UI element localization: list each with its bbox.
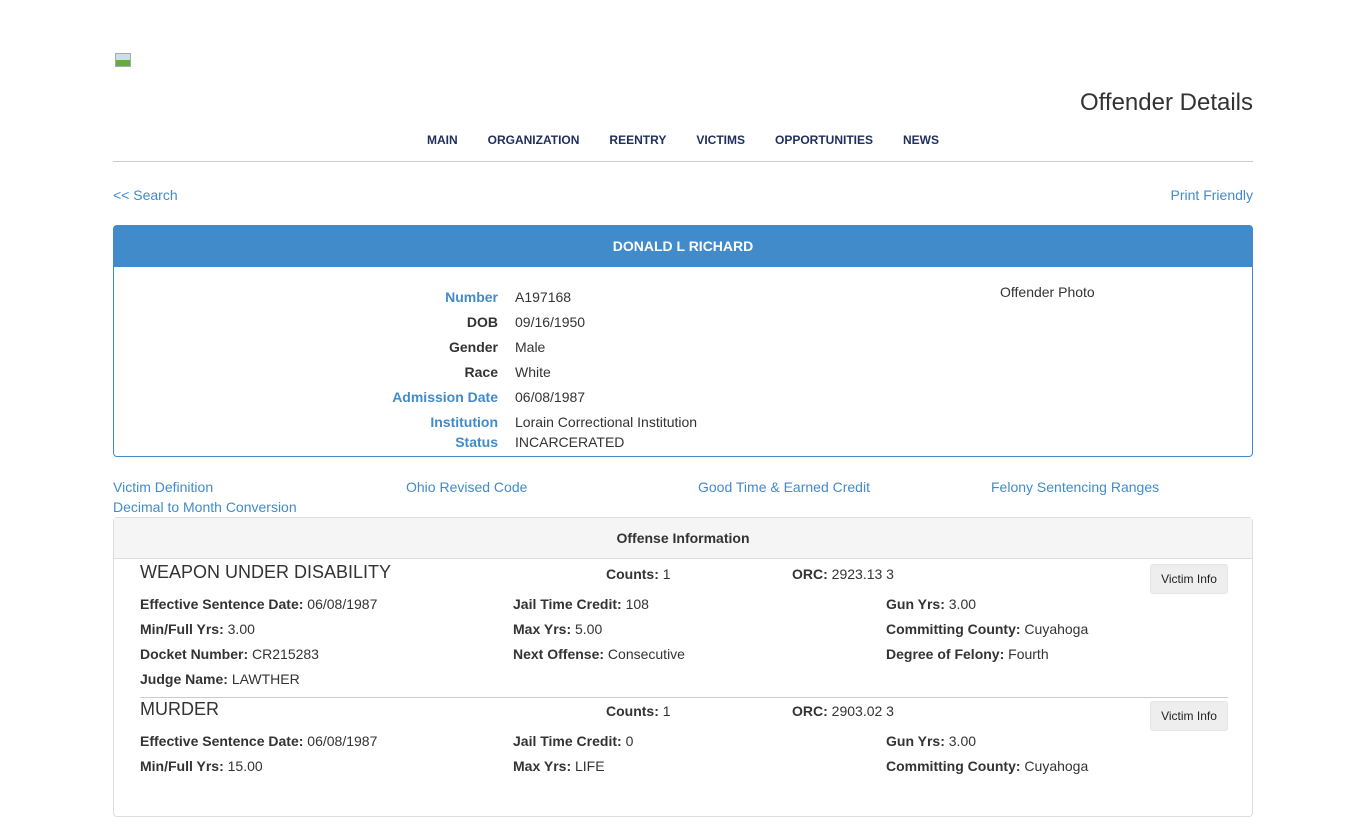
offense-county: Committing County: Cuyahoga: [886, 621, 1089, 637]
offense-min_full: Min/Full Yrs: 15.00: [140, 758, 263, 774]
offense-gun_yrs: Gun Yrs: 3.00: [886, 733, 977, 749]
field-label: DOB: [466, 314, 498, 330]
nav-main[interactable]: MAIN: [426, 133, 458, 147]
decimal-conversion-link[interactable]: Decimal to Month Conversion: [113, 499, 297, 515]
offender-photo: Offender Photo: [1000, 284, 1095, 300]
field-value: Lorain Correctional Institution: [515, 414, 698, 430]
nav-opportunities[interactable]: OPPORTUNITIES: [775, 133, 874, 147]
field-label: Race: [464, 364, 498, 380]
field-label: Status: [455, 434, 498, 450]
victim-info-button[interactable]: Victim Info: [1150, 564, 1228, 594]
ohio-revised-code-link[interactable]: Ohio Revised Code: [406, 479, 528, 495]
offense-orc: ORC: 2903.02 3: [792, 703, 894, 719]
victim-definition-link[interactable]: Victim Definition: [113, 479, 214, 495]
offense-eff_date: Effective Sentence Date: 06/08/1987: [140, 596, 378, 612]
divider: [113, 161, 1253, 162]
offense-eff_date: Effective Sentence Date: 06/08/1987: [140, 733, 378, 749]
good-time-link[interactable]: Good Time & Earned Credit: [698, 479, 870, 495]
field-label: Admission Date: [392, 389, 498, 405]
print-friendly-link[interactable]: Print Friendly: [1170, 187, 1253, 203]
field-row: Status INCARCERATED: [114, 434, 714, 454]
field-value: 09/16/1950: [515, 314, 586, 330]
offense-max_yrs: Max Yrs: LIFE: [513, 758, 605, 774]
logo-image-broken: [115, 53, 131, 67]
field-value: 06/08/1987: [515, 389, 586, 405]
offender-panel: DONALD L RICHARD Number A197168 DOB 09/16/1…: [113, 225, 1253, 457]
back-to-search-link[interactable]: << Search: [113, 187, 178, 203]
nav-victims[interactable]: VICTIMS: [696, 133, 745, 147]
offender-name: DONALD L RICHARD: [114, 226, 1252, 267]
field-row: Number A197168: [114, 289, 714, 309]
field-row: Admission Date 06/08/1987: [114, 389, 714, 409]
field-row: Institution Lorain Correctional Instituti…: [114, 414, 714, 434]
offense-separator: [140, 697, 1228, 698]
field-value: Male: [515, 339, 546, 355]
field-row: Gender Male: [114, 339, 714, 359]
field-label: Institution: [430, 414, 498, 430]
offense-jail_credit: Jail Time Credit: 0: [513, 733, 634, 749]
field-row: Race White: [114, 364, 714, 384]
victim-info-button[interactable]: Victim Info: [1150, 701, 1228, 731]
field-row: DOB 09/16/1950: [114, 314, 714, 334]
offense-panel: Offense Information WEAPON UNDER DISABIL…: [113, 517, 1253, 817]
field-value: INCARCERATED: [515, 434, 625, 450]
main-nav: MAIN ORGANIZATION REENTRY VICTIMS OPPORT…: [113, 133, 1253, 147]
field-label: Number: [445, 289, 498, 305]
offense-gun_yrs: Gun Yrs: 3.00: [886, 596, 977, 612]
offense-max_yrs: Max Yrs: 5.00: [513, 621, 603, 637]
offense-counts: Counts: 1: [606, 566, 671, 582]
field-label: Gender: [448, 339, 498, 355]
offense-judge: Judge Name: LAWTHER: [140, 671, 300, 687]
offense-next_offense: Next Offense: Consecutive: [513, 646, 685, 662]
offense-min_full: Min/Full Yrs: 3.00: [140, 621, 255, 637]
offense-jail_credit: Jail Time Credit: 108: [513, 596, 649, 612]
offense-title: WEAPON UNDER DISABILITY: [140, 562, 392, 582]
nav-news[interactable]: NEWS: [903, 133, 940, 147]
offense-degree: Degree of Felony: Fourth: [886, 646, 1049, 662]
field-value: A197168: [515, 289, 572, 305]
offense-county: Committing County: Cuyahoga: [886, 758, 1089, 774]
offense-orc: ORC: 2923.13 3: [792, 566, 894, 582]
felony-ranges-link[interactable]: Felony Sentencing Ranges: [991, 479, 1160, 495]
nav-organization[interactable]: ORGANIZATION: [487, 133, 580, 147]
field-value: White: [515, 364, 551, 380]
offense-heading: Offense Information: [114, 518, 1252, 559]
page-title: Offender Details: [1080, 89, 1253, 116]
offense-docket: Docket Number: CR215283: [140, 646, 319, 662]
nav-reentry[interactable]: REENTRY: [609, 133, 667, 147]
offense-title: MURDER: [140, 699, 219, 719]
offense-counts: Counts: 1: [606, 703, 671, 719]
